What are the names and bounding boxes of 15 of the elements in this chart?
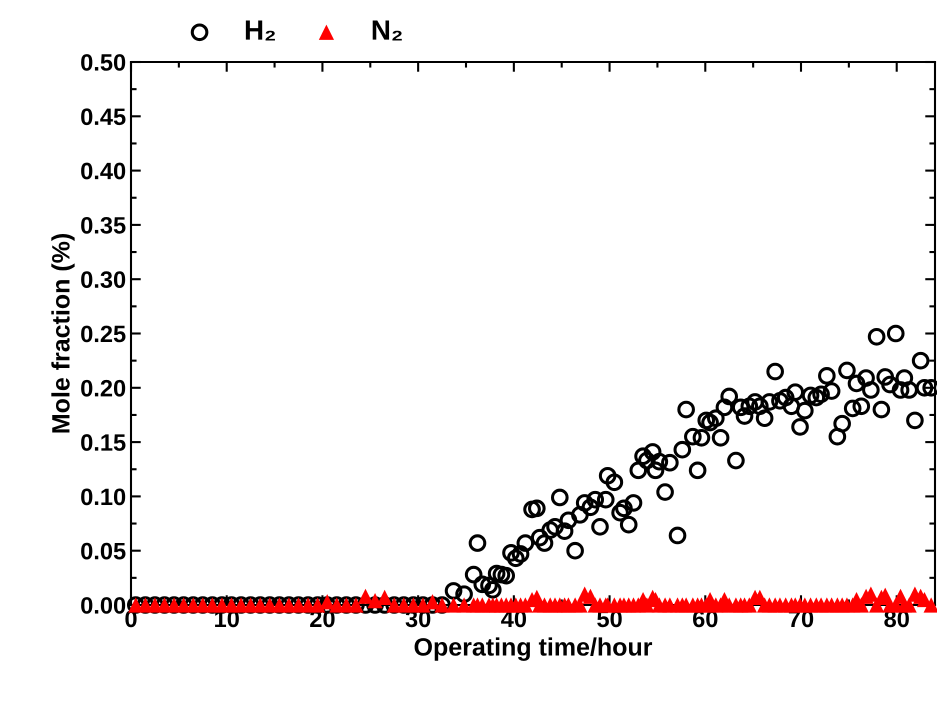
y-tick-label: 0.35 bbox=[81, 216, 126, 234]
y-tick-label: 0.00 bbox=[81, 597, 126, 614]
y-tick-label: 0.45 bbox=[81, 108, 126, 126]
y-tick-label: 0.25 bbox=[81, 326, 126, 342]
legend-label: N₂ bbox=[372, 20, 402, 40]
y-tick-label: 0.15 bbox=[81, 434, 126, 451]
y-tick-label: 0.20 bbox=[81, 380, 126, 397]
legend-label: H₂ bbox=[246, 20, 275, 40]
y-tick-label: 0.30 bbox=[81, 271, 126, 288]
y-tick-label: 0.50 bbox=[81, 54, 126, 71]
y-tick-label: 0.10 bbox=[81, 488, 126, 506]
y-tick-label: 0.40 bbox=[81, 162, 126, 180]
y-axis-title: Mole fraction (%) bbox=[51, 234, 75, 433]
y-tick-label: 0.05 bbox=[81, 542, 126, 560]
x-axis-title: Operating time/hour bbox=[414, 637, 652, 661]
